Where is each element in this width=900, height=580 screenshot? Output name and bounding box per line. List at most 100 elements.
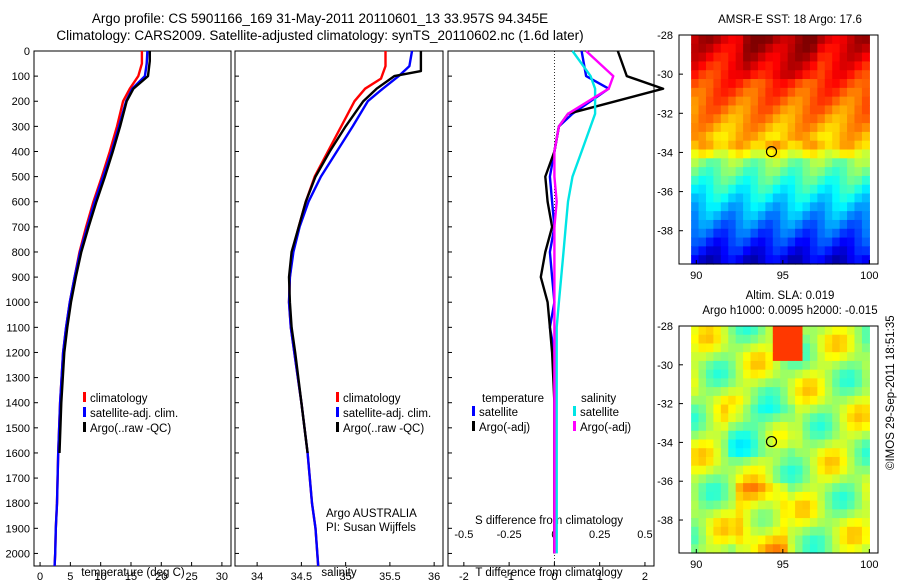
- temp-ytick-label: 1000: [6, 297, 30, 309]
- sla-map-cell: [854, 518, 863, 528]
- sst-map-cell: [854, 246, 863, 256]
- sst-map-cell: [839, 167, 848, 177]
- sla-map-cell: [698, 439, 707, 449]
- sla-map-cell: [698, 526, 707, 537]
- diff-legend-temp-argo-label: Argo(-adj): [479, 422, 530, 434]
- sla-map-cell: [802, 491, 811, 502]
- sst-map-cell: [743, 96, 752, 107]
- sst-map-cell: [705, 149, 714, 159]
- sst-map-cell: [839, 70, 848, 80]
- sla-map-cell: [854, 535, 863, 545]
- sla-map-cell: [787, 518, 796, 528]
- sla-map-cell: [750, 360, 759, 371]
- sst-map-cell: [691, 61, 700, 71]
- sla-map-cell: [757, 369, 766, 379]
- sla-map-cell: [780, 500, 789, 510]
- sla-map-cell: [735, 430, 744, 441]
- sst-map-cell: [705, 105, 714, 115]
- sla-map-cell: [832, 343, 841, 353]
- sst-map-cell: [817, 35, 826, 45]
- sla-map-cell: [780, 378, 789, 388]
- sst-map-cell: [861, 149, 870, 159]
- diff-legend-temp-sat-swatch: [472, 406, 475, 416]
- sst-map-cell: [728, 167, 737, 177]
- sst-map-cell: [743, 52, 752, 63]
- sla-map-cell: [787, 448, 796, 458]
- sla-map-cell: [720, 369, 729, 379]
- sla-map-cell: [861, 378, 870, 388]
- sla-map-cell: [847, 404, 856, 414]
- sla-map-cell: [713, 422, 722, 432]
- sst-map-cell: [824, 211, 833, 221]
- sst-map-cell: [705, 158, 714, 168]
- sla-map-cell: [832, 378, 841, 388]
- sst-map-cell: [809, 167, 818, 177]
- sst-map-cell: [809, 237, 818, 247]
- sst-map-cell: [757, 228, 766, 239]
- sst-map-cell: [705, 61, 714, 71]
- sst-map-cell: [720, 167, 729, 177]
- sla-map-cell: [765, 535, 774, 545]
- sla-map-cell: [802, 448, 811, 458]
- sla-map-cell: [713, 430, 722, 441]
- sla-map-cell: [713, 500, 722, 510]
- diff-s-tick-label: -0.25: [497, 529, 522, 541]
- sst-map-cell: [839, 43, 848, 54]
- sst-map-cell: [691, 43, 700, 54]
- sla-map-cell: [728, 413, 737, 423]
- sla-map-cell: [861, 352, 870, 362]
- sla-map-cell: [728, 395, 737, 406]
- temp-ytick-label: 500: [12, 172, 30, 184]
- sst-map-cell: [743, 193, 752, 203]
- sla-map-cell: [780, 483, 789, 493]
- sla-map-cell: [861, 430, 870, 441]
- sst-map-cell: [713, 149, 722, 159]
- sla-map-cell: [861, 491, 870, 502]
- sst-map-cell: [750, 193, 759, 203]
- sst-map-cell: [772, 87, 781, 98]
- sst-map-cell: [757, 158, 766, 168]
- sst-map-cell: [728, 61, 737, 71]
- sla-map-cell: [824, 526, 833, 537]
- sst-map-cell: [817, 61, 826, 71]
- sla-map-cell: [795, 456, 804, 467]
- sla-map-cell: [832, 387, 841, 397]
- sla-map-cell: [847, 395, 856, 406]
- sst-map-cell: [735, 237, 744, 247]
- sst-map-cell: [713, 140, 722, 151]
- sst-map-cell: [802, 175, 811, 186]
- sst-map-cell: [847, 175, 856, 186]
- sla-map-cell: [698, 326, 707, 336]
- sla-map-cell: [817, 509, 826, 519]
- sla-map-cell: [817, 387, 826, 397]
- sla-map-cell: [757, 395, 766, 406]
- sla-map-cell: [705, 448, 714, 458]
- sla-map-cell: [705, 535, 714, 545]
- sst-map-cell: [861, 96, 870, 107]
- sst-map-cell: [787, 237, 796, 247]
- sst-map-cell: [809, 246, 818, 256]
- sla-map-cell: [861, 439, 870, 449]
- sst-map-cell: [691, 246, 700, 256]
- sst-map-cell: [802, 167, 811, 177]
- temp-xtick-label: 10: [95, 571, 107, 580]
- sst-map-cell: [772, 211, 781, 221]
- sla-map-cell: [691, 387, 700, 397]
- sst-map-cell: [765, 211, 774, 221]
- sst-map-cell: [705, 237, 714, 247]
- sst-map-cell: [780, 79, 789, 89]
- sla-map-title-2: Argo h1000: 0.0095 h2000: -0.015: [702, 305, 878, 317]
- sst-map-cell: [750, 167, 759, 177]
- sst-map-cell: [861, 219, 870, 230]
- sst-map-cell: [691, 184, 700, 195]
- sla-map-cell: [854, 343, 863, 353]
- sst-map-cell: [720, 114, 729, 124]
- sst-map-cell: [847, 237, 856, 247]
- sst-map-cell: [854, 123, 863, 133]
- sla-map-cell: [795, 395, 804, 406]
- sla-map-cell: [720, 535, 729, 545]
- sst-map-cell: [720, 140, 729, 151]
- sla-map-cell: [691, 413, 700, 423]
- sst-map-cell: [720, 61, 729, 71]
- sla-map-cell: [847, 326, 856, 336]
